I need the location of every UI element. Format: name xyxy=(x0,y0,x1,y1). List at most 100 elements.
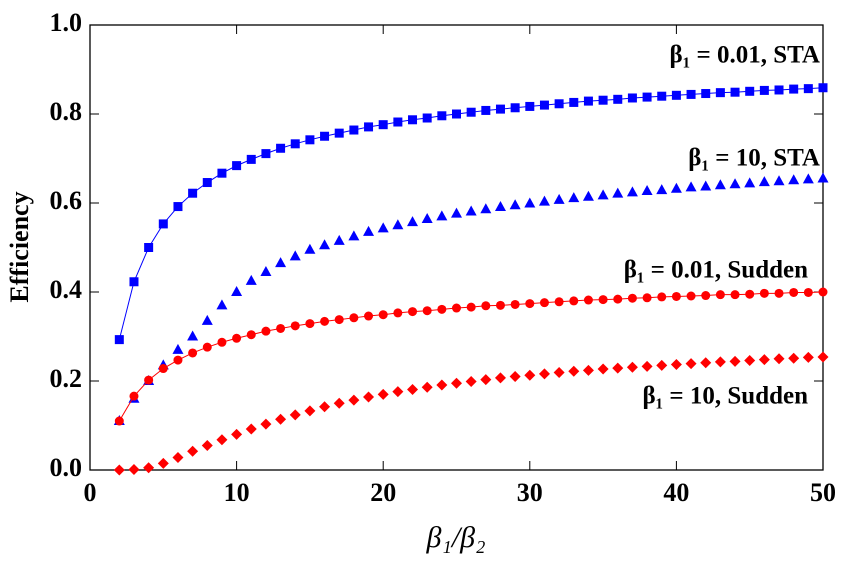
marker xyxy=(304,405,316,417)
marker xyxy=(539,100,549,110)
marker xyxy=(701,291,711,301)
marker xyxy=(466,107,476,117)
marker xyxy=(773,353,785,365)
marker xyxy=(436,379,448,391)
marker xyxy=(759,288,769,298)
marker xyxy=(304,243,316,254)
marker xyxy=(510,299,520,309)
marker xyxy=(290,139,300,149)
marker xyxy=(319,401,331,413)
marker xyxy=(452,109,461,119)
marker xyxy=(334,315,344,325)
marker xyxy=(393,308,403,318)
marker xyxy=(481,301,491,311)
marker xyxy=(657,292,667,302)
y-tick-label: 0.0 xyxy=(50,453,83,482)
marker xyxy=(613,94,623,104)
marker xyxy=(817,351,829,363)
marker xyxy=(289,250,301,261)
marker xyxy=(656,184,668,195)
marker xyxy=(392,386,404,398)
marker xyxy=(465,205,477,216)
marker xyxy=(319,239,331,250)
marker xyxy=(568,365,580,377)
marker xyxy=(364,122,374,132)
marker xyxy=(333,397,345,409)
marker xyxy=(686,89,696,99)
marker xyxy=(377,222,389,233)
marker xyxy=(201,440,213,452)
x-tick-label: 50 xyxy=(810,478,836,507)
marker xyxy=(597,189,609,200)
marker xyxy=(275,413,287,425)
marker xyxy=(789,287,799,297)
marker xyxy=(333,234,345,245)
marker xyxy=(451,377,462,389)
marker xyxy=(245,423,257,435)
marker xyxy=(466,302,476,312)
marker xyxy=(612,362,624,374)
marker xyxy=(788,352,800,364)
marker xyxy=(758,354,770,366)
marker xyxy=(144,243,154,252)
marker xyxy=(392,219,404,230)
marker xyxy=(641,184,653,195)
marker xyxy=(422,113,432,123)
marker xyxy=(494,201,506,212)
marker xyxy=(408,115,418,125)
marker xyxy=(114,335,124,345)
marker xyxy=(802,351,814,363)
marker xyxy=(261,149,271,159)
marker xyxy=(626,361,638,373)
marker xyxy=(232,333,242,343)
marker xyxy=(509,371,521,383)
marker xyxy=(173,202,183,212)
marker xyxy=(480,203,492,214)
marker xyxy=(525,299,535,309)
marker xyxy=(525,101,535,111)
marker xyxy=(128,464,140,476)
marker xyxy=(510,103,520,113)
marker xyxy=(495,300,505,310)
series-label: β₁ = 0.01, Sudden xyxy=(624,257,808,284)
marker xyxy=(715,290,725,300)
marker xyxy=(289,409,301,421)
marker xyxy=(348,230,360,241)
marker xyxy=(437,304,447,314)
marker xyxy=(553,367,565,379)
marker xyxy=(377,388,389,400)
series-label: β₁ = 10, STA xyxy=(688,145,820,172)
marker xyxy=(554,297,564,307)
marker xyxy=(701,89,711,99)
marker xyxy=(216,434,228,446)
marker xyxy=(582,364,594,376)
marker xyxy=(670,359,682,371)
marker xyxy=(232,161,242,171)
marker xyxy=(364,311,374,321)
marker xyxy=(320,316,330,326)
x-tick-label: 40 xyxy=(663,478,689,507)
marker xyxy=(260,265,272,276)
marker xyxy=(188,188,198,198)
marker xyxy=(789,84,799,94)
marker xyxy=(465,375,477,387)
marker xyxy=(437,111,447,121)
marker xyxy=(700,357,712,369)
marker xyxy=(172,343,184,354)
marker xyxy=(129,391,139,401)
marker xyxy=(598,295,608,305)
marker xyxy=(803,84,813,94)
marker xyxy=(641,360,653,372)
marker xyxy=(538,195,550,206)
marker xyxy=(569,296,579,306)
marker xyxy=(407,383,419,395)
marker xyxy=(745,289,755,299)
marker xyxy=(554,99,564,109)
x-tick-label: 10 xyxy=(224,478,250,507)
marker xyxy=(671,90,681,100)
marker xyxy=(627,293,637,303)
marker xyxy=(626,186,638,197)
marker xyxy=(202,342,212,352)
marker xyxy=(422,306,432,316)
